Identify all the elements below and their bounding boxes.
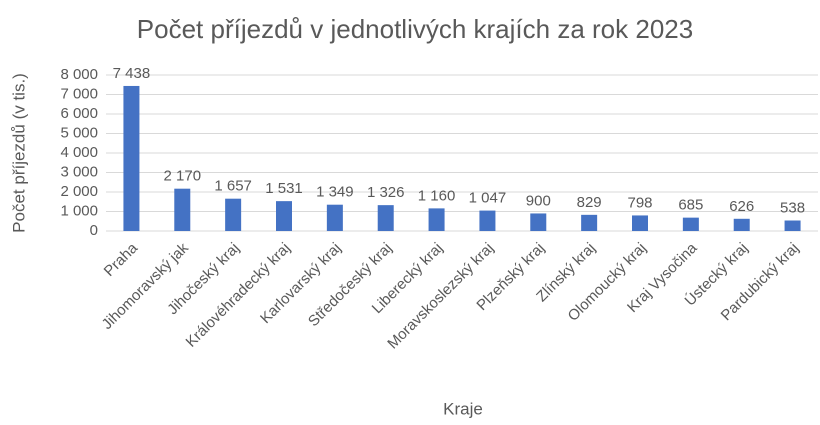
value-label: 900 [526, 192, 551, 209]
x-tick-label: Praha [101, 239, 142, 280]
bar [326, 204, 343, 231]
x-tick-label: Jihomoravský jak [99, 239, 193, 333]
bar [682, 217, 699, 231]
bar [428, 208, 445, 231]
bar [225, 198, 242, 231]
value-label: 1 657 [214, 178, 252, 195]
y-tick-label: 5 000 [60, 124, 98, 141]
x-axis-title: Kraje [443, 399, 483, 418]
bar [784, 220, 801, 231]
value-label: 1 047 [469, 190, 507, 207]
value-label: 538 [780, 199, 805, 216]
bar [377, 205, 394, 231]
value-label: 1 531 [265, 180, 303, 197]
y-tick-label: 6 000 [60, 105, 98, 122]
y-tick-label: 1 000 [60, 202, 98, 219]
y-tick-label: 4 000 [60, 144, 98, 161]
bar [479, 210, 496, 231]
value-label: 1 349 [316, 184, 354, 201]
value-label: 626 [729, 198, 754, 215]
bar [530, 213, 547, 231]
value-label: 1 160 [418, 187, 456, 204]
y-tick-label: 3 000 [60, 163, 98, 180]
value-label: 7 438 [113, 65, 151, 82]
bar [733, 218, 750, 231]
y-axis-title: Počet příjezdů (v tis.) [9, 73, 28, 233]
y-tick-label: 7 000 [60, 85, 98, 102]
value-label: 1 326 [367, 184, 405, 201]
bar [123, 85, 140, 231]
y-tick-label: 8 000 [60, 66, 98, 83]
bar [276, 201, 292, 231]
y-tick-label: 0 [90, 222, 98, 239]
bar [174, 188, 191, 231]
bar [632, 215, 648, 231]
chart-title: Počet příjezdů v jednotlivých krajích za… [137, 14, 693, 44]
value-label: 685 [678, 197, 703, 214]
value-label: 2 170 [164, 168, 202, 185]
value-label: 829 [577, 194, 602, 211]
bar [581, 214, 598, 231]
y-tick-label: 2 000 [60, 183, 98, 200]
value-label: 798 [627, 194, 652, 211]
